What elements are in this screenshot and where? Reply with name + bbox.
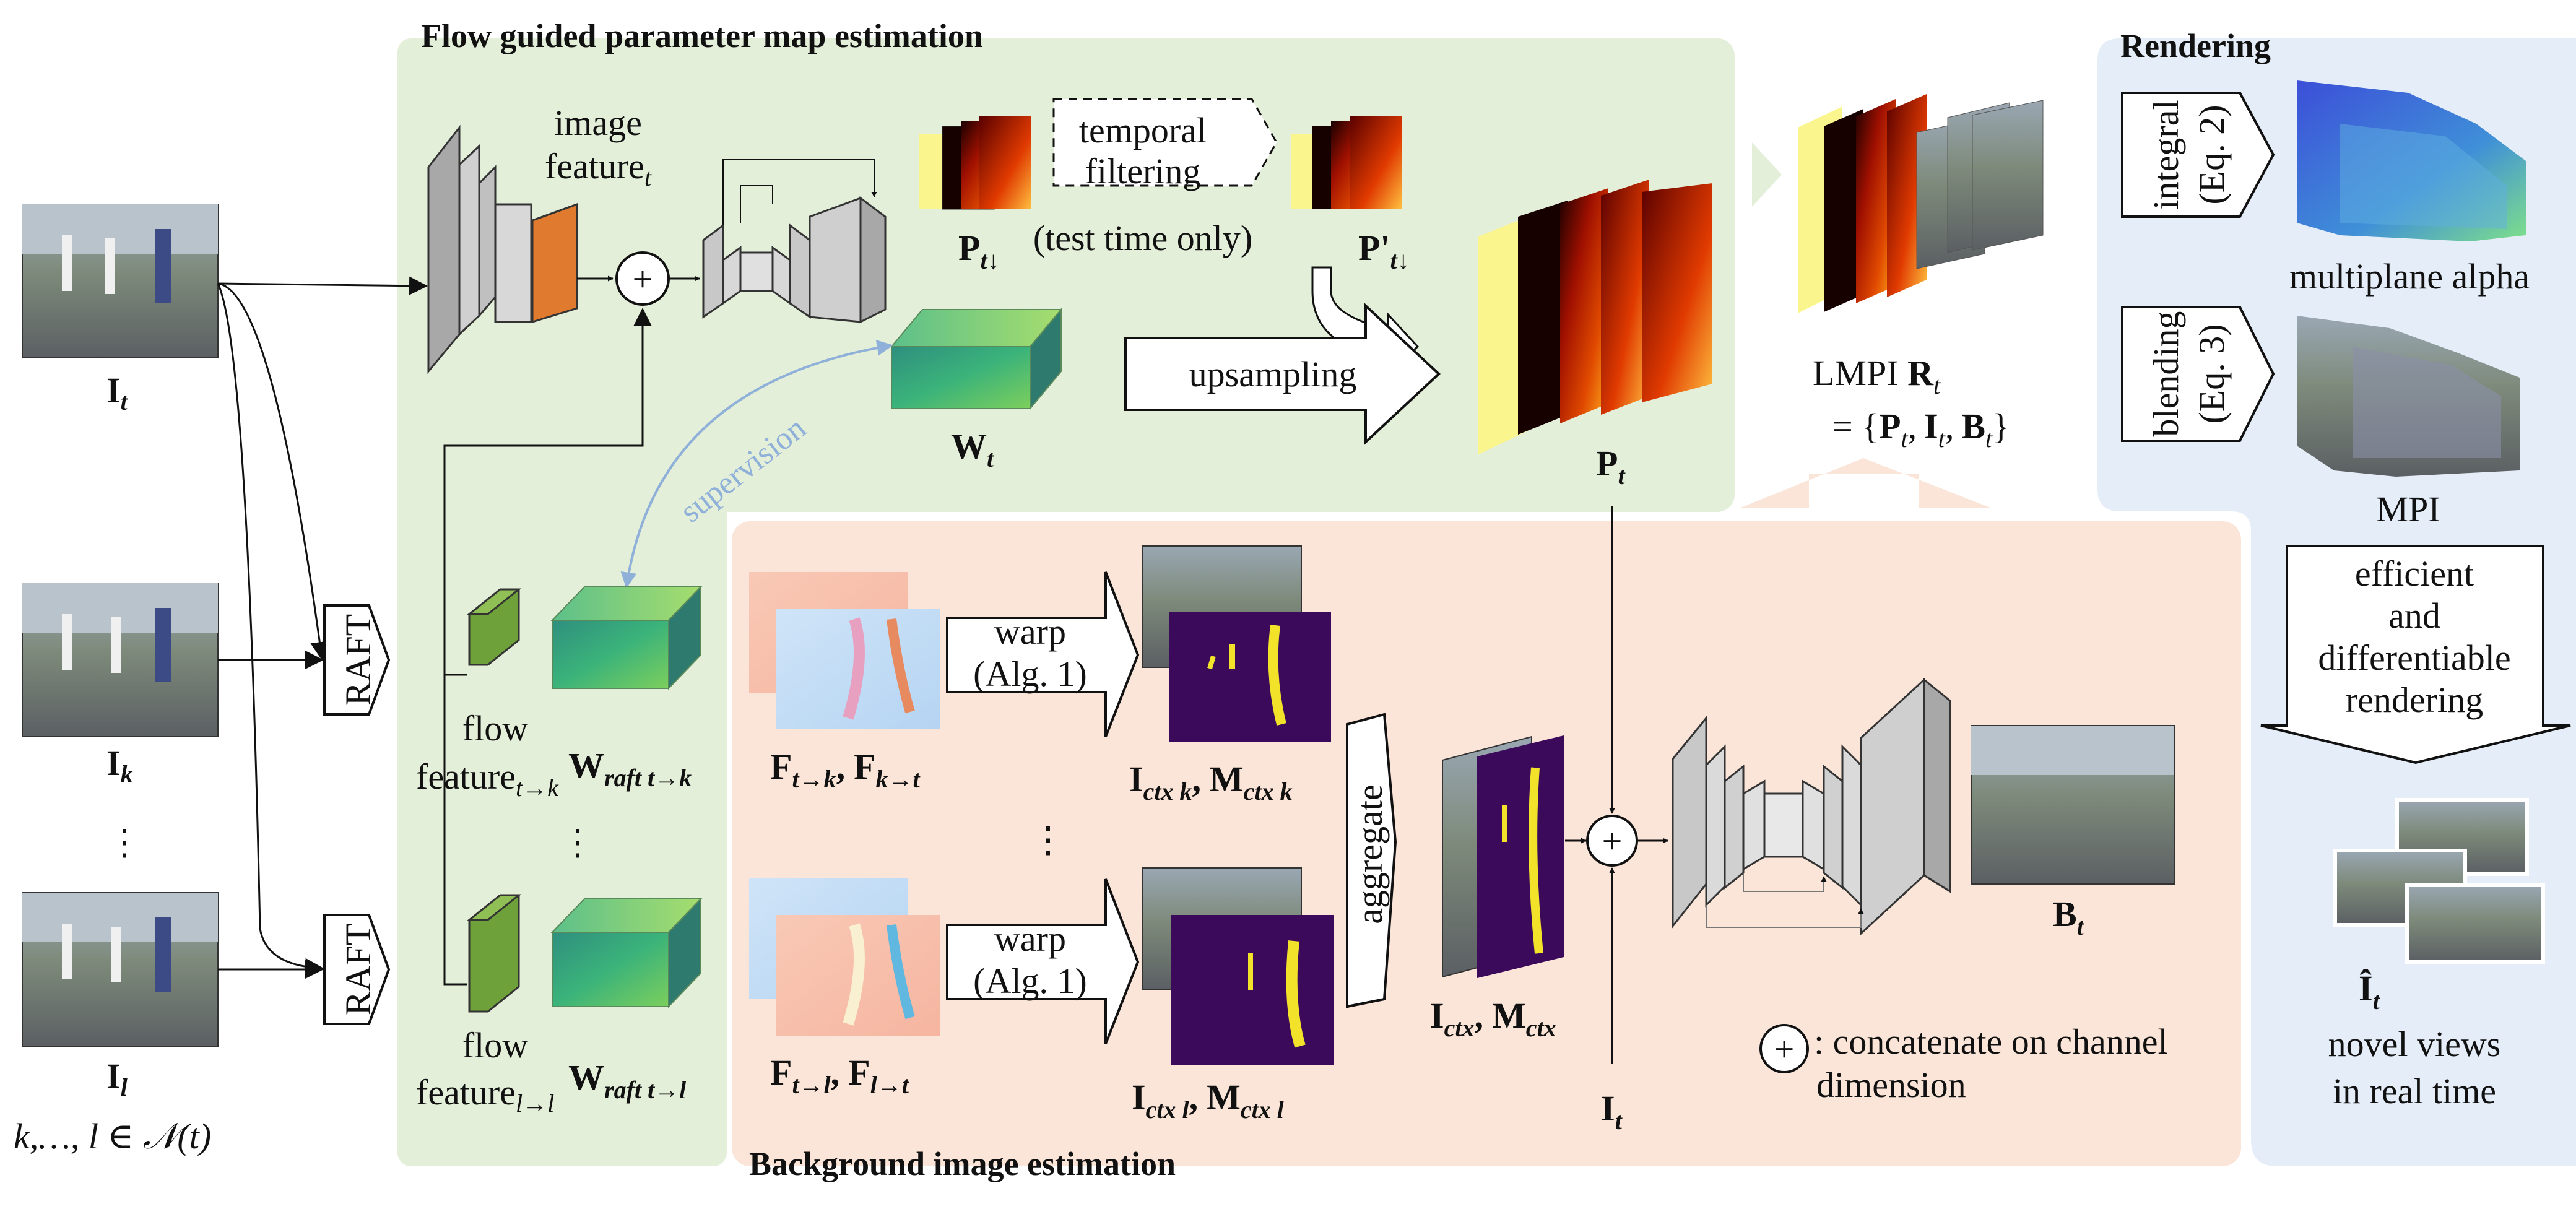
label-F-k: Ft→k, Fk→t bbox=[770, 747, 921, 793]
svg-text:+: + bbox=[1602, 821, 1623, 861]
label-P-prime-t-down: P't↓ bbox=[1358, 228, 1410, 274]
peach-up-arrow bbox=[1741, 458, 1990, 508]
temporal-filtering-arrow bbox=[1052, 98, 1278, 187]
integral-box: integral (Eq. 2) bbox=[2121, 92, 2275, 218]
label-ctx-agg: Ictx, Mctx bbox=[1430, 995, 1556, 1042]
label-upsampling: upsampling bbox=[1189, 354, 1357, 394]
label-ctx-l: Ictx l, Mctx l bbox=[1132, 1077, 1285, 1124]
label-efficient: efficient bbox=[2355, 553, 2474, 594]
label-and: and bbox=[2388, 596, 2440, 636]
label-W-raft-tk: Wraft t→k bbox=[568, 745, 692, 792]
image-encoder bbox=[427, 124, 532, 375]
label-lmpi: LMPI Rt bbox=[1813, 353, 1941, 399]
mpi-image bbox=[2297, 316, 2520, 477]
P-prime-t-down-stack bbox=[1291, 116, 1402, 209]
svg-text:RAFT: RAFT bbox=[338, 614, 378, 706]
W-t-volume bbox=[890, 308, 1063, 410]
frame-It bbox=[22, 204, 219, 358]
image-feature-block bbox=[531, 202, 578, 324]
svg-text:blending: blending bbox=[2146, 311, 2186, 437]
warp-arrow-l bbox=[946, 878, 1140, 1044]
label-lmpi-set: = {Pt, It, Bt} bbox=[1832, 406, 2010, 453]
label-ctx-k: Ictx k, Mctx k bbox=[1129, 759, 1293, 805]
W-raft-tl-volume bbox=[550, 897, 703, 1008]
warp-arrow-k bbox=[946, 571, 1140, 737]
label-warp-k-1: warp bbox=[994, 612, 1066, 652]
P-t-down-stack bbox=[919, 116, 1031, 210]
vdots-mid: ⋮ bbox=[560, 822, 596, 862]
novel-views-images bbox=[2333, 798, 2545, 964]
efficient-rendering-arrow bbox=[2260, 545, 2571, 765]
label-warp-l-1: warp bbox=[994, 919, 1066, 959]
concat-legend-icon bbox=[1759, 1024, 1809, 1073]
svg-text:(Eq. 3): (Eq. 3) bbox=[2192, 324, 2232, 423]
svg-text:+: + bbox=[633, 259, 653, 299]
raft-box-k: RAFT bbox=[323, 604, 391, 716]
label-It-bottom: It bbox=[1601, 1088, 1623, 1135]
W-raft-tk-volume bbox=[550, 585, 703, 690]
section-title-flow: Flow guided parameter map estimation bbox=[421, 17, 983, 54]
label-mpi: MPI bbox=[2376, 489, 2440, 529]
frame-Ik bbox=[22, 583, 219, 737]
ctx-l-images bbox=[1142, 867, 1334, 1065]
label-temporal: temporal bbox=[1079, 110, 1207, 150]
svg-text:integral: integral bbox=[2146, 100, 2186, 209]
svg-text:(Eq. 2): (Eq. 2) bbox=[2192, 105, 2232, 204]
unet-top bbox=[702, 196, 887, 324]
label-It: It bbox=[106, 370, 129, 415]
label-Il: Il bbox=[106, 1056, 128, 1101]
label-in-real-time: in real time bbox=[2333, 1071, 2496, 1111]
label-feature-k: featuret→k bbox=[416, 756, 559, 802]
label-warp-l-2: (Alg. 1) bbox=[973, 961, 1087, 1001]
unet-bottom bbox=[1672, 677, 1951, 936]
label-P-t: Pt bbox=[1596, 443, 1626, 490]
lmpi-stack bbox=[1798, 94, 2044, 313]
green-chevron bbox=[1752, 142, 1782, 207]
label-F-l: Ft→l, Fl→t bbox=[770, 1052, 910, 1099]
label-image-feature-2: featuret bbox=[545, 146, 652, 191]
vdots-bg: ⋮ bbox=[1030, 820, 1066, 860]
label-flow-k: flow bbox=[462, 708, 528, 748]
neighborhood-label: k,…, l ∈ 𝒩(t) bbox=[14, 1116, 211, 1156]
label-feature-l: featurel→l bbox=[416, 1072, 554, 1117]
frame-Il bbox=[22, 892, 219, 1047]
flow-feature-l bbox=[466, 894, 522, 1013]
label-warp-k-2: (Alg. 1) bbox=[973, 654, 1087, 694]
label-test-time: (test time only) bbox=[1033, 218, 1252, 258]
label-flow-l: flow bbox=[462, 1025, 528, 1065]
label-P-t-down: Pt↓ bbox=[958, 228, 1000, 274]
label-I-hat-t: Ît bbox=[2359, 968, 2381, 1015]
blending-box: blending (Eq. 3) bbox=[2121, 306, 2275, 442]
label-aggregate: aggregate bbox=[1350, 784, 1390, 924]
label-multiplane-alpha: multiplane alpha bbox=[2289, 256, 2530, 297]
flow-map-pair-k bbox=[749, 572, 940, 729]
flow-map-pair-l bbox=[749, 878, 940, 1036]
label-differentiable: differentiable bbox=[2318, 638, 2510, 678]
multiplane-alpha-image bbox=[2297, 80, 2526, 241]
svg-text:RAFT: RAFT bbox=[338, 924, 378, 1015]
label-image-feature-1: image bbox=[554, 103, 642, 143]
section-title-background: Background image estimation bbox=[749, 1145, 1176, 1182]
concat-legend-1: : concatenate on channel bbox=[1814, 1021, 2168, 1062]
ctx-k-images bbox=[1142, 545, 1331, 742]
label-novel-views: novel views bbox=[2328, 1024, 2501, 1064]
label-W-t: Wt bbox=[951, 426, 995, 472]
section-title-rendering: Rendering bbox=[2120, 27, 2271, 64]
label-W-raft-tl: Wraft t→l bbox=[568, 1057, 687, 1104]
vdots-left: ⋮ bbox=[106, 822, 142, 862]
B-t-image bbox=[1971, 725, 2175, 885]
raft-box-l: RAFT bbox=[323, 914, 391, 1025]
label-Ik: Ik bbox=[106, 743, 133, 788]
ctx-aggregated bbox=[1442, 735, 1564, 978]
concat-legend-2: dimension bbox=[1816, 1065, 1966, 1105]
svg-text:+: + bbox=[1774, 1029, 1795, 1069]
flow-feature-k bbox=[466, 588, 522, 666]
label-rendering-word: rendering bbox=[2346, 680, 2483, 720]
label-B-t: Bt bbox=[2053, 894, 2085, 940]
P-t-stack bbox=[1478, 180, 1712, 454]
label-filtering: filtering bbox=[1085, 151, 1201, 191]
upsampling-arrow bbox=[1124, 303, 1441, 445]
